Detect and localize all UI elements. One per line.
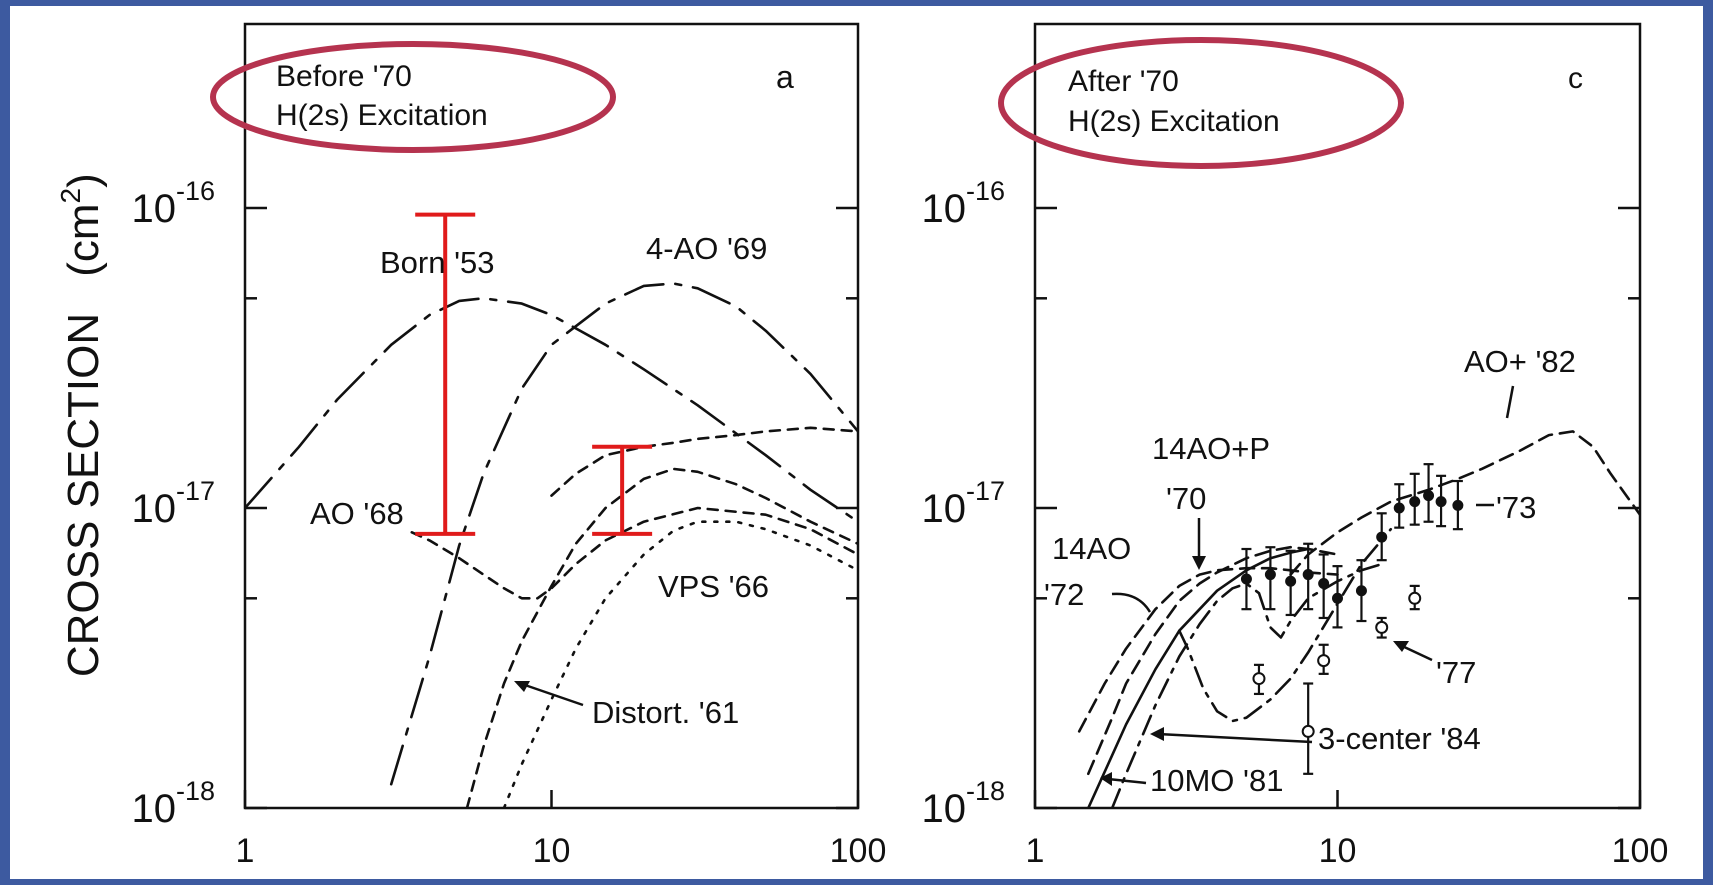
c-exp-point [1317,654,1331,668]
panel-c-letter: c [1568,62,1583,95]
panel-a-title-line-1: Before '70 [276,60,412,93]
c-series-line-1 [1087,545,1339,776]
arrow-14ao [1111,592,1152,613]
panel-a-title-line-2: H(2s) Excitation [276,99,488,132]
a-series-line-5 [550,426,858,497]
arrow-3-center-84-head [1150,727,1164,741]
c-exp-point [1408,591,1422,605]
a-series-line-3 [465,467,858,808]
c-exp-point [1375,620,1389,634]
c-exp-point [1302,569,1314,581]
c-xtick-label: 100 [1612,832,1669,870]
panel-a-letter: a [776,59,794,95]
label-10mo-81: 10MO '81 [1150,763,1283,798]
frame-top [0,0,1713,6]
c-exp-point [1355,585,1367,597]
c-ytick-label: 10-17 [921,476,1005,531]
c-exp-point [1409,496,1421,508]
frame-bottom [0,879,1713,885]
arrow-10mo-81-head [1100,772,1112,786]
y-axis-unit: (cm2) [55,173,108,277]
c-exp-point [1376,531,1388,543]
arrow-14ao-p-head [1192,556,1206,570]
c-xtick-label: 10 [1319,832,1357,870]
c-exp-point [1285,575,1297,587]
label-14ao: 14AO [1052,531,1131,566]
c-exp-point [1318,578,1330,590]
c-series-line-5 [1289,430,1640,576]
arrow-ao-plus-82 [1505,385,1515,419]
c-exp-point [1301,724,1315,738]
label-vps-66: VPS '66 [658,569,769,604]
panel-a: 10-16 10-17 10-18 1 10 100 [131,22,887,870]
a-xtick-label: 100 [830,832,887,870]
a-xtick-label: 1 [236,832,255,870]
a-ytick-label: 10-17 [131,476,215,531]
frame-left [0,0,10,885]
label-3-center-84: 3-center '84 [1318,721,1481,756]
c-exp-point [1393,502,1405,514]
a-series-line-4 [502,520,858,808]
label-14ao-p: 14AO+P [1152,431,1270,466]
c-axes-frame [1033,22,1642,810]
c-series-line-4 [1178,527,1393,723]
arrow-distort-61 [521,682,584,707]
label-4ao-69: 4-AO '69 [646,231,767,266]
a-xtick-label: 10 [533,832,571,870]
a-ytick-label: 10-18 [131,776,215,831]
c-exp-point [1423,490,1435,502]
y-axis-title: CROSS SECTION (cm2) [55,173,108,677]
arrow-3-center-84 [1157,732,1313,744]
label-77: '77 [1436,655,1476,690]
c-xtick-label: 1 [1026,832,1045,870]
arrow-77 [1399,643,1433,662]
c-plot-area [1077,430,1640,808]
arrow-10mo-81 [1107,777,1147,785]
c-exp-point [1435,496,1447,508]
a-series-line-2 [410,506,858,600]
panel-c-title-line-2: H(2s) Excitation [1068,105,1280,138]
panel-c: 10-16 10-17 10-18 1 10 100 [921,22,1669,870]
y-axis-label: CROSS SECTION [59,313,108,677]
label-born-53: Born '53 [380,245,495,280]
arrow-77-head [1393,641,1409,652]
label-ao-plus-82: AO+ '82 [1464,344,1576,379]
panel-a-highlight-oval [210,41,616,153]
a-plot-area [245,282,858,808]
c-ytick-label: 10-16 [921,176,1005,231]
frame-right [1703,0,1713,885]
label-distort-61: Distort. '61 [592,695,739,730]
c-exp-point [1252,672,1266,686]
c-exp-point [1240,573,1252,585]
a-axes-frame [243,22,860,810]
label-ao-68: AO '68 [310,496,404,531]
c-exp-point [1332,592,1343,604]
label-14ao-year: '72 [1044,577,1084,612]
panel-c-title-line-1: After '70 [1068,65,1179,98]
label-73: '73 [1496,490,1536,525]
c-exp-point [1264,569,1276,581]
label-14ao-p-year: '70 [1166,481,1206,516]
c-series-line-2 [1087,547,1310,808]
a-ytick-label: 10-16 [131,176,215,231]
a-series-line-0 [245,296,858,524]
c-exp-point [1452,499,1464,511]
panel-c-highlight-oval [998,37,1404,169]
arrow-distort-61-head [514,681,530,692]
c-ytick-label: 10-18 [921,776,1005,831]
